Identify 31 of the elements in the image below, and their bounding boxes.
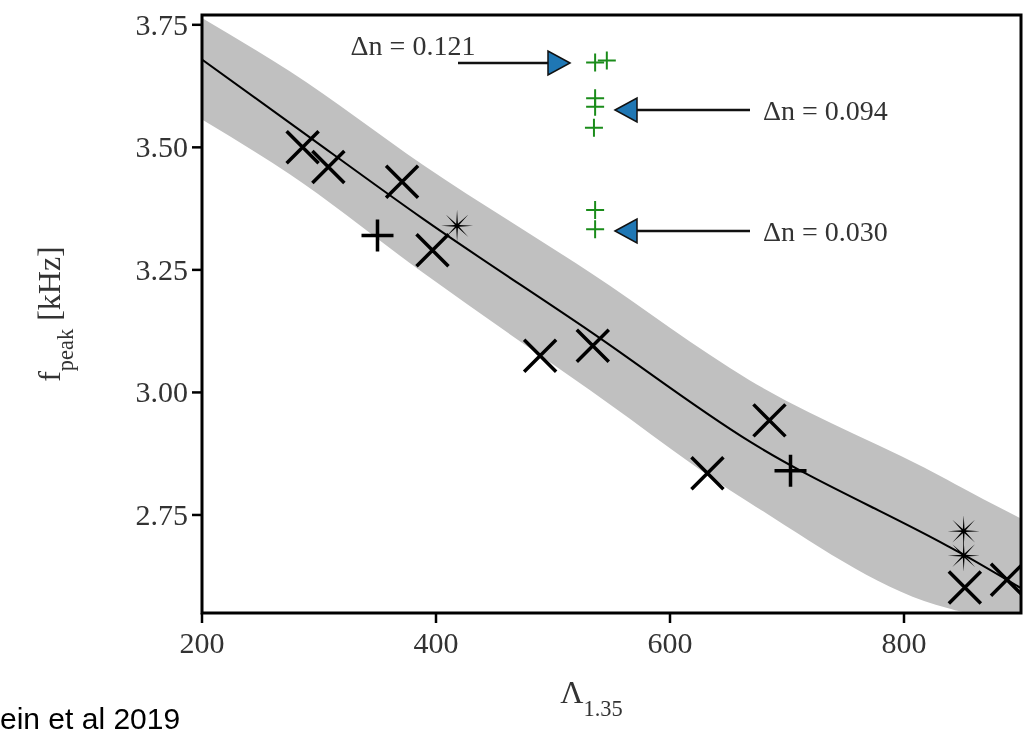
point: [284, 129, 321, 166]
y-tick-label: 3.75: [135, 7, 188, 41]
point: [575, 328, 611, 364]
x-axis-title: Λ$_{1.35}$: [560, 674, 623, 721]
point: [774, 454, 807, 487]
x-tick-label: 800: [881, 626, 927, 659]
annotation: Δn = 0.030: [763, 216, 888, 247]
y-tick-label: 3.25: [135, 252, 188, 286]
point: [586, 201, 605, 220]
text: ein et al 2019: [0, 702, 181, 735]
annotation: Δn = 0.094: [763, 95, 888, 126]
point: [586, 53, 605, 72]
point: [947, 539, 980, 572]
point: [522, 337, 558, 374]
point: [414, 232, 451, 269]
point: [751, 402, 788, 439]
y-tick-label: 3.00: [135, 375, 188, 409]
point: [310, 149, 347, 185]
point: [689, 455, 726, 492]
y-tick-label: 2.75: [135, 497, 188, 531]
point: [586, 97, 605, 116]
point: [384, 163, 420, 200]
point: [947, 569, 983, 606]
y-tick-label: 3.50: [135, 130, 188, 164]
point: [586, 220, 605, 239]
point: [597, 51, 616, 70]
point: [584, 118, 603, 137]
x-tick-label: 600: [647, 626, 693, 659]
x-tick-label: 200: [179, 626, 225, 659]
x-tick-label: 400: [413, 626, 459, 659]
annotation: Δn = 0.121: [350, 30, 476, 61]
